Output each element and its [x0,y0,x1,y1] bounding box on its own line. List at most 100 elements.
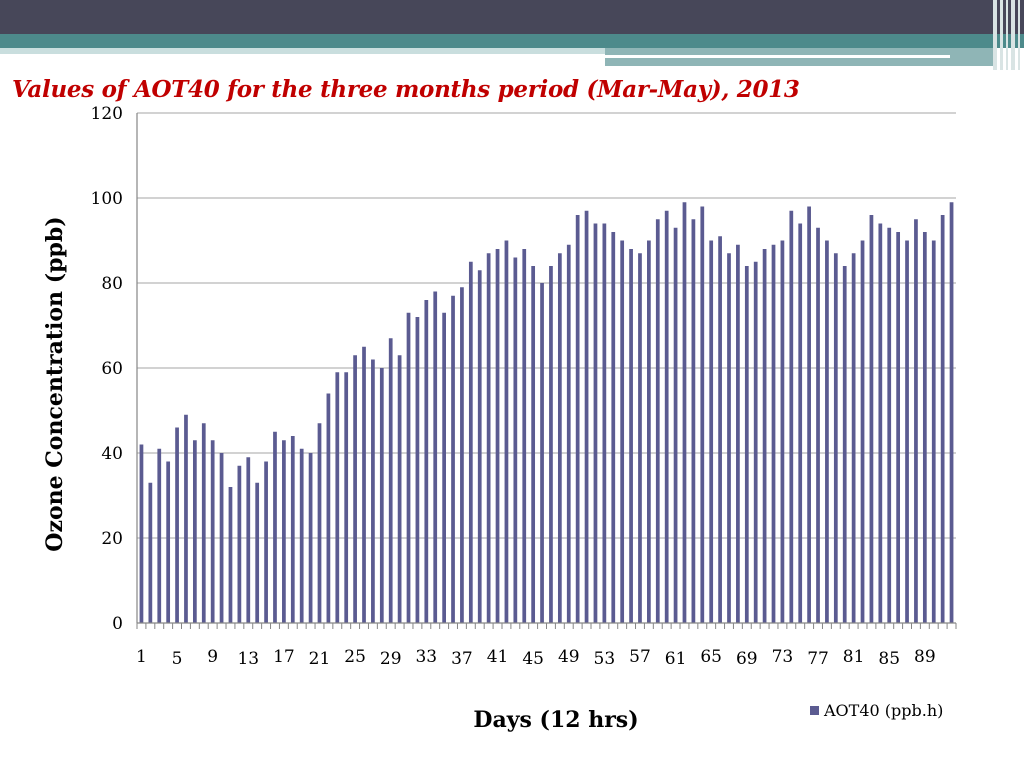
x-tick-label: 21 [309,649,331,669]
bar [406,312,411,623]
bar-series [139,202,954,623]
bar [513,257,518,623]
bar [397,355,402,623]
x-tick-label: 45 [522,649,544,669]
bar [246,457,251,623]
header-teal-stripe [0,34,1024,48]
header-dark-stripe [0,0,1024,34]
bar [629,249,633,623]
bar [531,266,536,623]
header-accent-bar [1000,0,1003,70]
bar [282,440,286,623]
x-tick-label: 29 [380,649,402,669]
x-tick-label: 73 [772,647,794,667]
slide-title: Values of AOT40 for the three months per… [12,76,800,103]
bar [379,368,384,623]
bar [273,431,277,623]
bar [807,206,811,623]
header-light-stripe [0,48,605,54]
bar [192,440,197,623]
legend: AOT40 (ppb.h) [810,701,943,720]
bar [816,227,820,623]
gridlines [137,112,956,539]
x-tick-labels: 1 5 9 13 17 21 25 29 33 37 41 45 49 53 57 61 65 69 73 77 81 8… [136,647,936,669]
bar [949,202,954,623]
bar [718,236,722,623]
bar [148,482,153,623]
header-accent-bar [993,0,997,70]
legend-label: AOT40 (ppb.h) [823,701,943,720]
bar [335,372,340,623]
axes [136,113,957,629]
bar [584,210,589,623]
bar [451,295,455,623]
bar [931,240,936,623]
x-tick-label: 77 [807,649,829,669]
x-tick-label: 5 [172,649,183,669]
x-tick-label: 37 [451,649,473,669]
bar [744,266,749,623]
bar [308,453,313,623]
bar [442,312,446,623]
bar [326,393,331,623]
header-band [0,0,1024,70]
x-tick-label: 65 [700,647,722,667]
bar [424,300,429,623]
bar [878,223,883,623]
bar [566,244,571,623]
bar [638,253,642,623]
bar [833,253,838,623]
bar [344,372,349,623]
bar [210,440,215,623]
bar [593,223,598,623]
bar [673,227,678,623]
x-tick-label: 9 [207,647,218,667]
bar [460,287,464,623]
bar [602,223,607,623]
bar [789,210,794,623]
bar [825,240,829,623]
bar [682,202,687,623]
x-tick-label: 41 [487,647,509,667]
bar [468,261,473,623]
bar [905,240,909,623]
bar [362,346,366,623]
bar [700,206,705,623]
x-tick-label: 89 [914,647,936,667]
x-tick-label: 85 [878,649,900,669]
bar [433,291,438,623]
bar [166,461,171,623]
bar [922,232,927,623]
y-axis-title: Ozone Concentration (ppb) [42,216,68,551]
bar [504,240,509,623]
x-axis-title: Days (12 hrs) [473,707,638,733]
header-accent-bar [1018,0,1020,70]
bar [371,359,375,623]
y-tick-label: 40 [101,444,123,464]
y-tick-label: 80 [101,274,123,294]
bar [798,223,803,623]
bar [709,240,714,623]
x-tick-label: 69 [736,649,758,669]
bar [495,249,500,623]
legend-swatch [810,706,819,715]
bar [415,317,420,623]
bar [842,266,847,623]
bar [655,219,660,623]
bar [477,270,482,623]
bar [869,215,874,623]
bar [549,266,553,623]
bar [762,249,767,623]
bar [157,448,162,623]
bar [540,283,544,623]
bar [228,487,233,623]
x-tick-label: 57 [629,647,651,667]
x-tick-label: 53 [594,649,616,669]
bar [317,423,322,623]
bar [611,232,616,623]
bar [736,244,740,623]
y-tick-label: 100 [91,189,123,209]
bar [237,465,242,623]
x-tick-label: 17 [273,647,295,667]
x-tick-label: 81 [843,647,865,667]
